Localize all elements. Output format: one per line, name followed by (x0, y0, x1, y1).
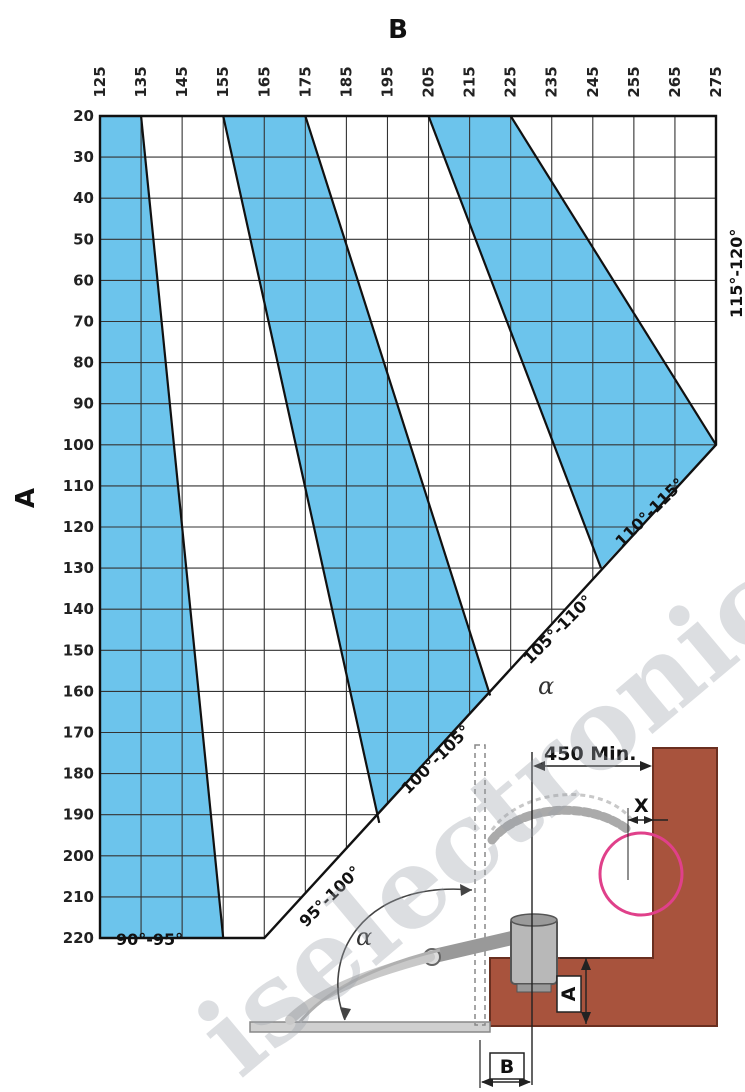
arm-open-ghost (487, 805, 633, 845)
x-tick-label: 175 (296, 66, 314, 97)
y-tick-label: 150 (63, 641, 94, 659)
y-tick-label: 100 (63, 436, 94, 454)
band-edge (222, 115, 381, 824)
gate-leaf-open (474, 744, 486, 1026)
angle-band-2 (223, 116, 491, 823)
x-axis-title: B (388, 15, 408, 45)
y-tick-label: 170 (63, 724, 94, 742)
motor-unit (510, 917, 558, 985)
x-tick-label: 255 (625, 66, 643, 97)
dimension-a-label: A (558, 986, 580, 1001)
dimension-x-label: X (634, 795, 649, 817)
y-tick-label: 160 (63, 682, 94, 700)
x-tick-label: 275 (707, 66, 725, 97)
x-tick-label: 215 (461, 66, 479, 97)
arm-ghost-closed-2 (298, 948, 441, 1023)
y-tick-label: 190 (63, 806, 94, 824)
chart-grid (100, 116, 716, 938)
x-tick-label: 145 (173, 66, 191, 97)
x-tick-label: 165 (255, 66, 273, 97)
dimension-b-box (489, 1052, 525, 1080)
band-edge (139, 115, 225, 939)
zone-label-90-95: 90°-95° (116, 930, 183, 949)
y-tick-label: 20 (73, 107, 94, 125)
alpha-arc-arrowhead-top (460, 884, 472, 896)
motor-base (516, 983, 552, 993)
y-tick-label: 130 (63, 559, 94, 577)
dimension-a-arrow-top (581, 958, 591, 970)
motor-cap (510, 913, 558, 927)
chart-alpha-label: α (538, 672, 554, 700)
y-tick-label: 180 (63, 765, 94, 783)
y-tick-label: 50 (73, 230, 94, 248)
y-tick-labels: 20 30 40 50 60 70 80 90 100 110 120 130 140 150 160 170… (63, 107, 94, 947)
installation-diagram: α 450 Min. X A B (249, 743, 718, 1088)
dimension-x-arrow-left (628, 816, 638, 824)
x-tick-label: 235 (543, 66, 561, 97)
x-tick-label: 265 (666, 66, 684, 97)
zone-label-115-120: 115°-120° (727, 229, 745, 318)
y-tick-label: 30 (73, 148, 94, 166)
y-tick-label: 90 (73, 395, 94, 413)
alpha-arc (337, 888, 473, 1021)
dimension-x-arrow-right (644, 816, 654, 824)
y-tick-label: 140 (63, 600, 94, 618)
y-tick-label: 200 (63, 847, 94, 865)
gate-leaf-closed (249, 1021, 491, 1033)
installation-alpha-label: α (356, 923, 372, 951)
dimension-b-label: B (500, 1056, 514, 1078)
motor-arm (423, 931, 519, 964)
dimension-a-box (556, 975, 582, 1013)
x-tick-labels: 125 135 145 155 165 175 185 195 205 215 225 235 245 2… (91, 66, 725, 97)
chart: B A 125 135 145 155 165 175 185 195 205 215 225 235… (11, 15, 745, 949)
x-tick-label: 245 (584, 66, 602, 97)
y-tick-label: 60 (73, 271, 94, 289)
x-tick-label: 155 (214, 66, 232, 97)
y-axis-title: A (11, 488, 41, 508)
y-tick-label: 40 (73, 189, 94, 207)
dimension-450-arrow-left (533, 761, 545, 771)
y-tick-label: 80 (73, 354, 94, 372)
x-tick-label: 125 (91, 66, 109, 97)
x-tick-label: 195 (378, 66, 396, 97)
x-tick-label: 135 (132, 66, 150, 97)
alpha-arc-arrowhead-bottom (340, 1007, 351, 1020)
dimension-450-label: 450 Min. (544, 743, 636, 765)
band-edge (304, 115, 492, 696)
y-tick-label: 70 (73, 313, 94, 331)
band-edge (427, 115, 603, 569)
y-tick-label: 220 (63, 929, 94, 947)
y-tick-label: 120 (63, 518, 94, 536)
y-tick-label: 210 (63, 888, 94, 906)
y-tick-label: 110 (63, 477, 94, 495)
x-tick-label: 225 (502, 66, 520, 97)
x-tick-label: 185 (337, 66, 355, 97)
chart-border (98, 114, 718, 940)
chart-frame (98, 114, 718, 940)
band-edge (509, 115, 717, 446)
angle-band-3 (428, 116, 716, 569)
x-tick-label: 205 (420, 66, 438, 97)
dimension-a-arrow-bottom (581, 1012, 591, 1024)
dimension-450-arrow-right (640, 761, 652, 771)
highlight-circle (598, 831, 684, 917)
arm-open-ghost-2 (490, 793, 634, 831)
